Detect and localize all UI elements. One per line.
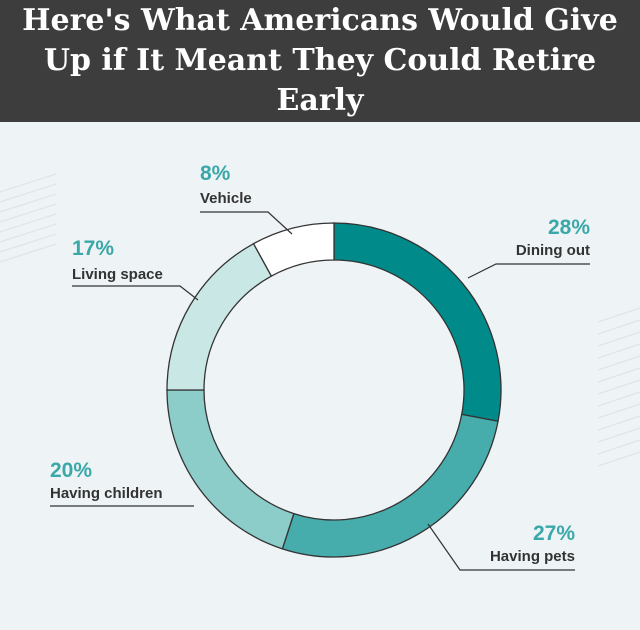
chart-area: 28% Dining out 27% Having pets 20% Having chi… [0,122,640,630]
donut-chart: 28% Dining out 27% Having pets 20% Having chi… [0,162,640,571]
leader-lines [50,211,590,571]
leader-line-having-pets [427,523,575,571]
header-banner: Here's What Americans Would Give Up if I… [0,0,640,122]
hatch-pattern-left [0,173,57,263]
slice-labels: 28% Dining out 27% Having pets 20% Having chi… [50,162,590,565]
category-label-living-space: Living space [72,266,163,283]
hatch-pattern-right [597,307,640,467]
slice-having-pets [281,413,499,558]
value-label-living-space: 17% [72,237,114,260]
category-label-dining-out: Dining out [516,242,590,259]
value-label-having-pets: 27% [533,522,575,545]
category-label-having-children: Having children [50,485,163,502]
donut-slices [166,222,502,558]
slice-having-children [166,389,295,550]
value-label-having-children: 20% [50,459,92,482]
chart-title: Here's What Americans Would Give Up if I… [22,3,618,118]
leader-line-living-space [72,285,199,301]
leader-line-vehicle [200,211,293,235]
category-label-having-pets: Having pets [490,548,575,565]
category-label-vehicle: Vehicle [200,190,252,207]
slice-dining-out [333,222,502,423]
value-label-vehicle: 8% [200,162,231,185]
leader-line-dining-out [467,263,590,279]
value-label-dining-out: 28% [548,216,590,239]
slice-living-space [166,242,273,391]
slice-vehicle [252,222,335,277]
